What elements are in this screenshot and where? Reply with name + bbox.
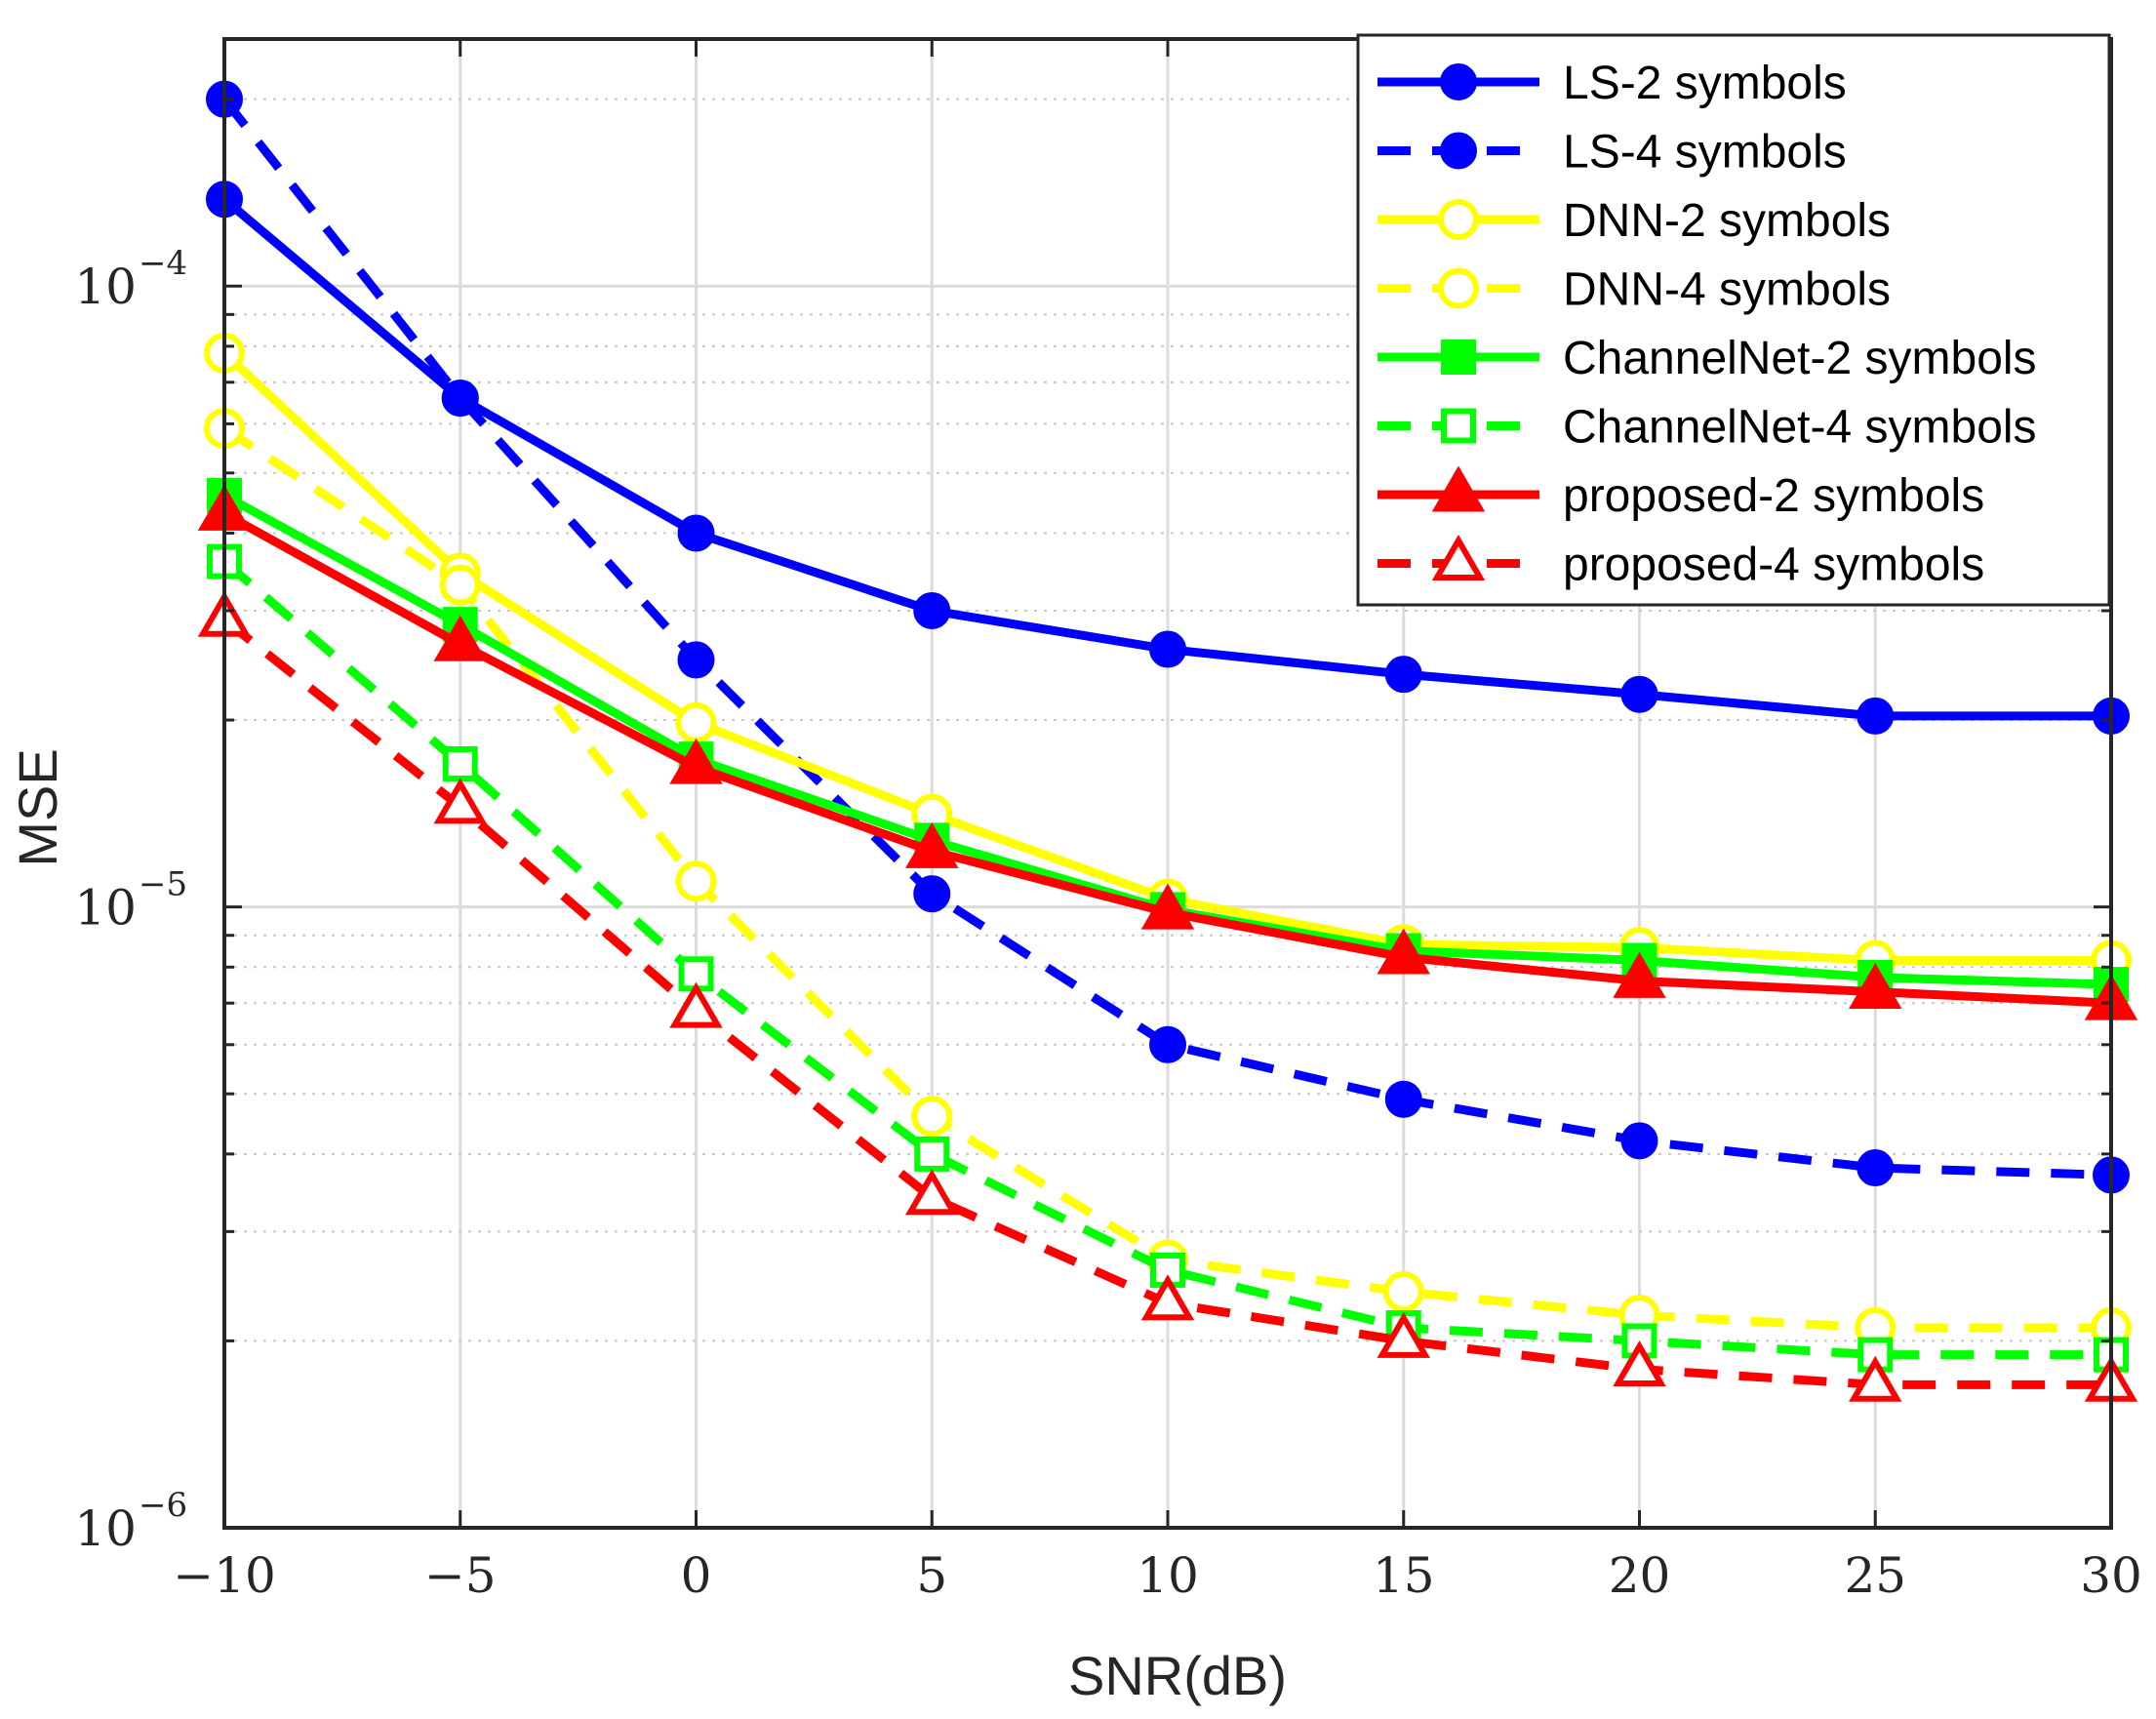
legend: LS-2 symbols LS-4 symbols DNN-2 symbols DNN… <box>1356 33 2111 607</box>
data-point <box>1382 1271 1424 1313</box>
data-point <box>441 380 479 418</box>
data-point <box>1140 883 1195 930</box>
y-tick-labels: 10−410−510−6 <box>74 244 187 1557</box>
data-point <box>677 514 715 552</box>
legend-entry: LS-2 symbols <box>1377 58 1847 109</box>
x-tick-label: 20 <box>1609 1547 1671 1604</box>
legend-marker <box>1440 132 1477 170</box>
y-tick-label: 10 −6 <box>74 1486 187 1557</box>
x-tick-label: 10 <box>1137 1547 1199 1604</box>
y-tick-exponent: −5 <box>139 865 187 904</box>
data-point <box>1613 951 1666 998</box>
y-tick-label: 10 −4 <box>74 244 187 315</box>
data-point <box>911 1096 953 1138</box>
data-point <box>913 591 951 629</box>
data-point <box>905 821 959 868</box>
legend-label: DNN-2 symbols <box>1563 195 1891 247</box>
data-point <box>914 1136 950 1172</box>
data-point <box>675 701 717 743</box>
legend-marker <box>1441 340 1476 375</box>
data-point <box>1857 697 1895 735</box>
legend-marker <box>1438 267 1479 309</box>
legend-label: DNN-4 symbols <box>1563 264 1891 316</box>
data-point <box>675 860 717 902</box>
legend-label: LS-2 symbols <box>1563 58 1847 109</box>
legend-entry: proposed-2 symbols <box>1377 465 1984 522</box>
data-point <box>1613 1340 1666 1386</box>
y-axis-title: MSE <box>7 748 68 866</box>
legend-marker <box>1438 199 1479 240</box>
legend-entry: DNN-4 symbols <box>1377 264 1891 316</box>
legend-marker <box>1441 408 1476 444</box>
series-line <box>221 558 2111 1360</box>
x-axis-title: SNR(dB) <box>1068 1645 1287 1706</box>
data-point <box>1384 1080 1422 1118</box>
data-point <box>1140 1274 1195 1321</box>
x-tick-label: 5 <box>916 1547 947 1604</box>
legend-entry: LS-4 symbols <box>1377 127 1847 179</box>
legend-marker <box>1431 534 1486 580</box>
legend-entry: proposed-4 symbols <box>1377 534 1984 591</box>
legend-label: LS-4 symbols <box>1563 127 1847 179</box>
data-point <box>913 875 951 913</box>
x-tick-label: −10 <box>173 1547 276 1604</box>
legend-entry: ChannelNet-2 symbols <box>1377 333 2037 384</box>
x-tick-labels: −10 −5 0 5 10 15 20 25 30 <box>173 1547 2142 1604</box>
data-point <box>1620 675 1658 713</box>
legend-marker <box>1431 465 1486 512</box>
x-tick-label: 0 <box>681 1547 712 1604</box>
data-point <box>677 641 715 679</box>
x-tick-label: −5 <box>424 1547 497 1604</box>
data-point <box>1149 1025 1186 1063</box>
y-tick-base: 10 <box>74 259 137 315</box>
data-point <box>1620 1122 1658 1160</box>
legend-label: ChannelNet-2 symbols <box>1563 333 2037 384</box>
series-2 <box>206 80 2130 1194</box>
y-tick-base: 10 <box>74 880 137 937</box>
data-point <box>1849 963 1902 1010</box>
data-point <box>669 738 723 784</box>
data-point <box>669 981 723 1028</box>
data-point <box>442 745 478 781</box>
data-point <box>1857 1149 1895 1187</box>
data-point <box>439 564 481 606</box>
data-point <box>1377 1311 1430 1358</box>
data-point <box>433 778 487 824</box>
y-tick-exponent: −6 <box>139 1486 187 1525</box>
data-point <box>1377 928 1430 975</box>
legend-entry: ChannelNet-4 symbols <box>1377 402 2037 454</box>
x-tick-label: 30 <box>2080 1547 2142 1604</box>
y-tick-base: 10 <box>74 1500 137 1557</box>
legend-label: proposed-2 symbols <box>1563 470 1984 522</box>
x-tick-label: 15 <box>1373 1547 1435 1604</box>
y-tick-label: 10 −5 <box>74 865 187 937</box>
data-point <box>1149 630 1186 668</box>
data-point <box>1849 1355 1902 1402</box>
legend-entry: DNN-2 symbols <box>1377 195 1891 247</box>
x-tick-label: 25 <box>1844 1547 1906 1604</box>
legend-label: proposed-4 symbols <box>1563 540 1984 591</box>
legend-label: ChannelNet-4 symbols <box>1563 402 2037 454</box>
legend-marker <box>1440 63 1477 100</box>
data-point <box>1384 656 1422 694</box>
y-tick-exponent: −4 <box>139 244 187 283</box>
data-point <box>433 615 487 661</box>
data-point <box>905 1169 959 1216</box>
series-line <box>220 96 2112 1179</box>
